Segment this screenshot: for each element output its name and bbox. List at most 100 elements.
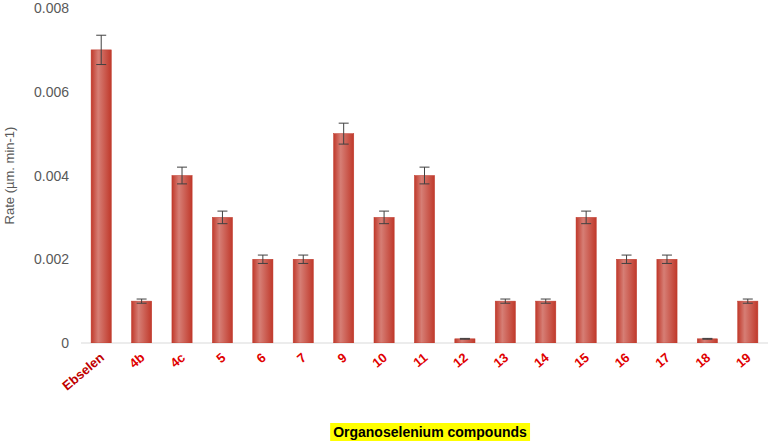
error-bar-cap xyxy=(137,303,147,304)
error-bar xyxy=(137,299,147,303)
bar xyxy=(697,339,717,343)
error-bar-stem xyxy=(384,211,385,224)
error-bar xyxy=(622,255,632,263)
x-axis-title: Organoselenium compounds xyxy=(333,424,527,440)
bar xyxy=(738,301,758,343)
error-bar xyxy=(258,255,268,263)
error-bar-cap xyxy=(702,338,712,339)
error-bar xyxy=(339,123,349,144)
x-tick-label: 15 xyxy=(571,350,592,371)
error-bar-cap xyxy=(743,303,753,304)
x-tick-label: 4b xyxy=(126,350,147,371)
bar xyxy=(616,259,636,343)
x-tick-label: Ebselen xyxy=(59,350,107,394)
error-bar-cap xyxy=(702,339,712,340)
y-tick-label: 0 xyxy=(61,335,69,351)
error-bar-stem xyxy=(505,299,506,303)
error-bar-cap xyxy=(581,211,591,212)
error-bar-cap xyxy=(258,255,268,256)
y-tick-label: 0.006 xyxy=(34,84,69,100)
chart-container: 00.0020.0040.0060.008Ebselen4b4c56791011… xyxy=(0,0,768,442)
x-tick-label: 4c xyxy=(167,350,188,371)
bar xyxy=(334,134,354,343)
bar xyxy=(91,50,111,343)
error-bar-stem xyxy=(101,35,102,64)
bar xyxy=(414,176,434,344)
x-tick-label: 10 xyxy=(369,350,390,371)
error-bar xyxy=(743,299,753,303)
bar xyxy=(293,259,313,343)
x-tick-label: 16 xyxy=(612,350,633,371)
error-bar-cap xyxy=(541,303,551,304)
chart-svg: 00.0020.0040.0060.008Ebselen4b4c56791011… xyxy=(0,0,768,442)
y-tick xyxy=(77,175,81,176)
error-bar-cap xyxy=(96,35,106,36)
y-tick xyxy=(77,343,81,344)
error-bar-cap xyxy=(420,167,430,168)
y-tick-label: 0.008 xyxy=(34,0,69,16)
bars-group xyxy=(91,35,758,343)
bar xyxy=(495,301,515,343)
error-bar-cap xyxy=(460,338,470,339)
error-bar xyxy=(662,255,672,263)
error-bar-cap xyxy=(541,299,551,300)
y-tick xyxy=(77,8,81,9)
error-bar-cap xyxy=(460,339,470,340)
error-bar xyxy=(541,299,551,303)
bar xyxy=(132,301,152,343)
error-bar-cap xyxy=(339,123,349,124)
y-axis-title: Rate (µm. min-1) xyxy=(2,127,17,225)
x-tick-label: 14 xyxy=(531,349,552,370)
bar xyxy=(374,217,394,343)
y-tick-label: 0.004 xyxy=(34,168,69,184)
x-tick-label: 11 xyxy=(410,350,430,370)
error-bar-cap xyxy=(379,223,389,224)
error-bar-cap xyxy=(420,183,430,184)
x-tick-label: 6 xyxy=(254,350,269,366)
error-bar-cap xyxy=(581,223,591,224)
x-tick-label: 17 xyxy=(652,350,673,371)
error-bar-stem xyxy=(141,299,142,303)
y-tick xyxy=(77,259,81,260)
y-tick xyxy=(77,91,81,92)
bar xyxy=(212,217,232,343)
x-tick-label: 18 xyxy=(693,350,714,371)
bar xyxy=(455,339,475,343)
error-bar-stem xyxy=(222,211,223,224)
error-bar xyxy=(702,338,712,340)
error-bar-cap xyxy=(137,299,147,300)
error-bar-cap xyxy=(177,183,187,184)
error-bar-cap xyxy=(622,255,632,256)
error-bar-cap xyxy=(500,299,510,300)
bar xyxy=(536,301,556,343)
error-bar xyxy=(177,167,187,184)
error-bar-stem xyxy=(424,167,425,184)
error-bar-stem xyxy=(626,255,627,263)
error-bar xyxy=(460,338,470,340)
error-bar-cap xyxy=(622,263,632,264)
x-tick-label: 7 xyxy=(294,350,309,366)
error-bar-cap xyxy=(217,211,227,212)
x-tick-label: 9 xyxy=(334,350,349,366)
x-tick-label: 12 xyxy=(450,350,471,371)
x-tick-label: 19 xyxy=(733,350,754,371)
error-bar-cap xyxy=(662,263,672,264)
error-bar-stem xyxy=(343,123,344,144)
error-bar-cap xyxy=(96,64,106,65)
bar xyxy=(576,217,596,343)
error-bar xyxy=(379,211,389,224)
error-bar xyxy=(420,167,430,184)
error-bar xyxy=(500,299,510,303)
x-tick-label: 5 xyxy=(213,350,228,366)
error-bar-cap xyxy=(217,223,227,224)
error-bar-cap xyxy=(339,144,349,145)
error-bar xyxy=(217,211,227,224)
error-bar-cap xyxy=(662,255,672,256)
error-bar-stem xyxy=(545,299,546,303)
error-bar-stem xyxy=(747,299,748,303)
error-bar-cap xyxy=(177,167,187,168)
error-bar-cap xyxy=(258,263,268,264)
bar xyxy=(657,259,677,343)
error-bar-stem xyxy=(303,255,304,263)
error-bar xyxy=(96,35,106,64)
